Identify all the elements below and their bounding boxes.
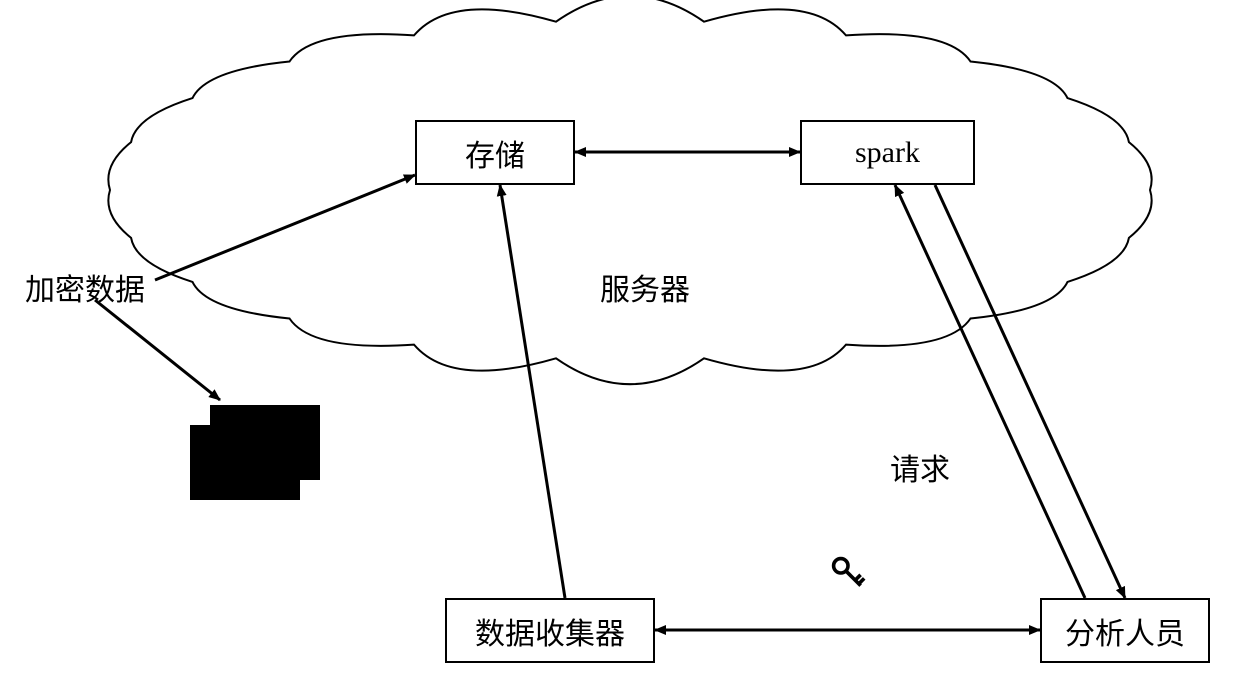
diagram-svg <box>0 0 1239 691</box>
cloud-shape <box>108 0 1151 384</box>
storage-node: 存储 <box>415 120 575 185</box>
request-label: 请求 <box>890 445 950 489</box>
key-icon <box>830 555 866 591</box>
data-block-front-icon <box>190 425 300 500</box>
server-label: 服务器 <box>600 265 690 309</box>
encrypted-data-label: 加密数据 <box>25 265 145 309</box>
storage-label: 存储 <box>465 131 525 175</box>
analyst-label: 分析人员 <box>1065 609 1185 653</box>
collector-label: 数据收集器 <box>475 609 625 653</box>
collector-node: 数据收集器 <box>445 598 655 663</box>
spark-label: spark <box>855 136 920 170</box>
edges-group <box>95 152 1125 630</box>
analyst-node: 分析人员 <box>1040 598 1210 663</box>
spark-node: spark <box>800 120 975 185</box>
